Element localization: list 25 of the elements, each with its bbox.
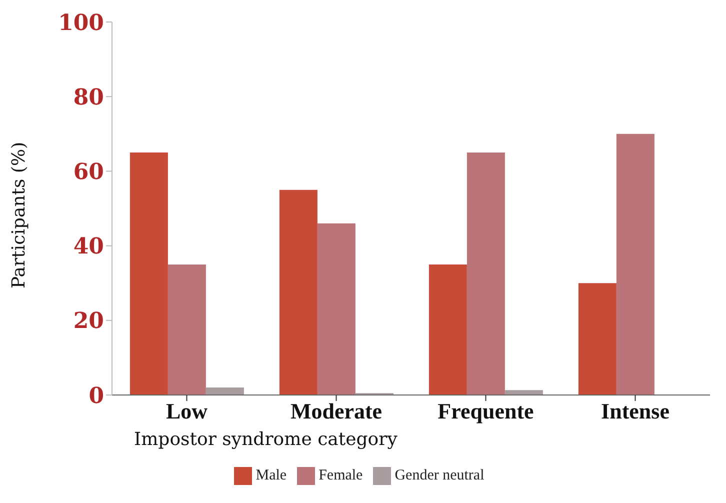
- y-tick-label: 0: [88, 382, 104, 409]
- x-tick-label: Intense: [601, 398, 670, 424]
- x-axis-title: Impostor syndrome category: [134, 429, 398, 450]
- y-axis-title: Participants (%): [8, 142, 30, 288]
- x-tick-label: Frequente: [438, 398, 534, 424]
- bar: [130, 152, 168, 395]
- bar: [504, 390, 543, 395]
- legend-label: Female: [318, 467, 363, 484]
- legend-label: Male: [256, 467, 287, 484]
- bar: [206, 388, 244, 395]
- y-tick-label: 80: [73, 84, 104, 110]
- bar: [466, 152, 505, 395]
- y-tick-label: 40: [73, 234, 104, 260]
- bar: [578, 283, 616, 395]
- bar: [168, 264, 206, 395]
- legend-label: Gender neutral: [394, 467, 484, 484]
- y-tick-label: 20: [73, 308, 104, 334]
- y-tick-label: 100: [58, 10, 104, 36]
- y-tick-label: 60: [73, 159, 104, 186]
- bar: [428, 264, 467, 395]
- x-tick-label: Low: [166, 398, 208, 424]
- bar: [279, 190, 318, 395]
- bar: [616, 134, 654, 395]
- bar: [317, 223, 356, 395]
- x-tick-label: Moderate: [290, 398, 382, 424]
